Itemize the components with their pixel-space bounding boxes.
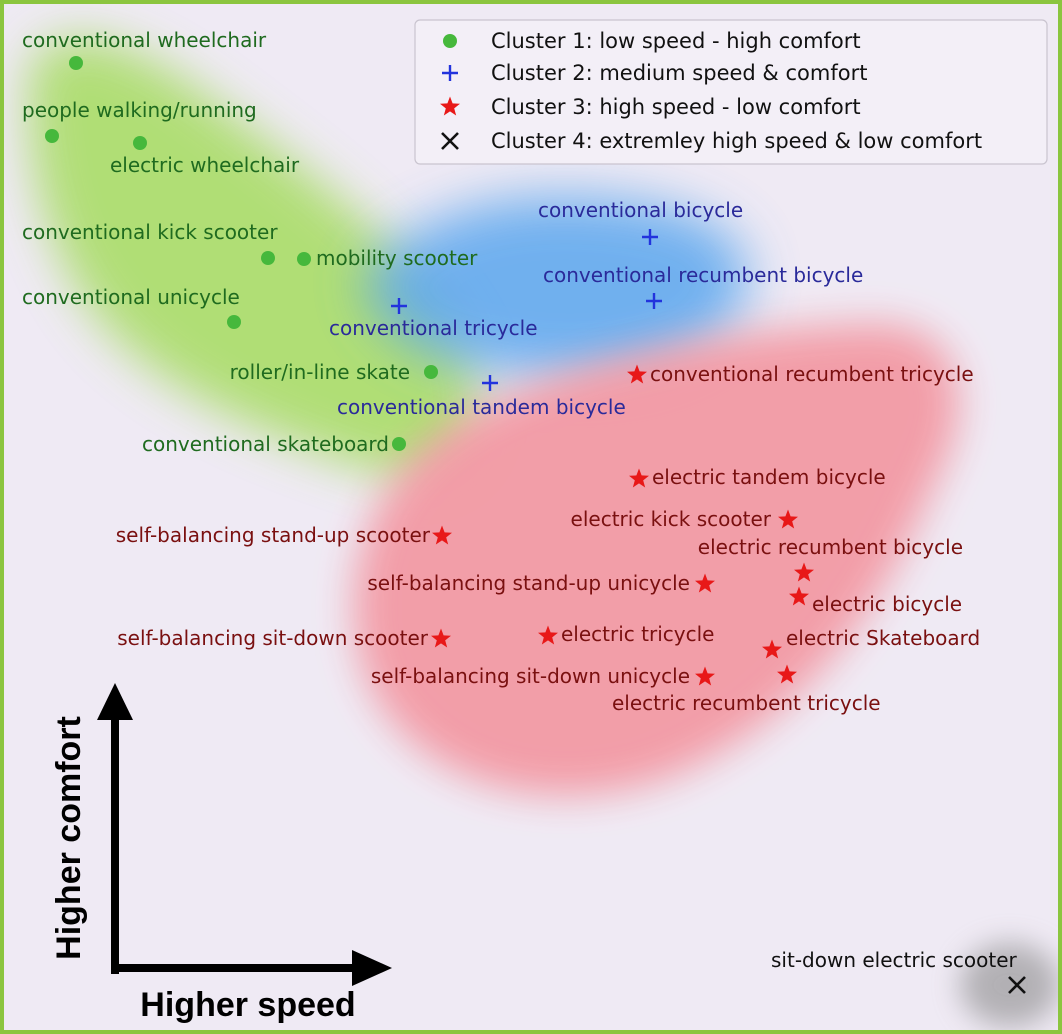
- point-conventional-tandem-bicycle: [482, 375, 498, 391]
- label-self-balancing-sit-down-unicycle: self-balancing sit-down unicycle: [371, 664, 690, 688]
- x-axis-title: Higher speed: [140, 986, 355, 1024]
- point-conventional-tricycle: [391, 298, 407, 314]
- series-cluster-1: [45, 56, 438, 451]
- point-electric-recumbent-bicycle: [794, 562, 814, 582]
- label-electric-bicycle: electric bicycle: [812, 592, 962, 616]
- label-sit-down-electric-scooter: sit-down electric scooter: [771, 948, 1018, 972]
- label-people-walking-running: people walking/running: [22, 98, 257, 122]
- label-electric-skateboard: electric Skateboard: [786, 626, 980, 650]
- label-electric-recumbent-tricycle: electric recumbent tricycle: [612, 691, 881, 715]
- legend-marker-cluster-4: [441, 132, 459, 150]
- point-electric-kick-scooter: [778, 509, 798, 529]
- legend-marker-cluster-3: [440, 96, 460, 116]
- point-mobility-scooter: [297, 252, 311, 266]
- data-points: [45, 56, 1026, 994]
- series-cluster-3: [431, 364, 814, 686]
- label-conventional-recumbent-bicycle: conventional recumbent bicycle: [543, 263, 863, 287]
- label-self-balancing-sit-down-scooter: self-balancing sit-down scooter: [117, 626, 429, 650]
- point-conventional-kick-scooter: [261, 251, 275, 265]
- label-conventional-skateboard: conventional skateboard: [142, 432, 389, 456]
- point-self-balancing-stand-up-scooter: [432, 525, 452, 545]
- point-sit-down-electric-scooter: [1008, 976, 1026, 994]
- point-roller-in-line-skate: [424, 365, 438, 379]
- label-conventional-wheelchair: conventional wheelchair: [22, 28, 267, 52]
- point-conventional-unicycle: [227, 315, 241, 329]
- legend-marker-cluster-1: [443, 34, 457, 48]
- point-self-balancing-stand-up-unicycle: [695, 573, 715, 593]
- point-electric-bicycle: [789, 586, 809, 606]
- label-conventional-unicycle: conventional unicycle: [22, 285, 240, 309]
- axis-arrows: Higher speed Higher comfort: [50, 683, 392, 1024]
- label-electric-tandem-bicycle: electric tandem bicycle: [652, 465, 886, 489]
- point-conventional-recumbent-bicycle: [646, 293, 662, 309]
- legend-label-cluster-4: Cluster 4: extremley high speed & low co…: [491, 129, 982, 153]
- point-self-balancing-sit-down-scooter: [431, 628, 451, 648]
- point-electric-tricycle: [538, 625, 558, 645]
- point-people-walking-running: [45, 129, 59, 143]
- label-electric-recumbent-bicycle: electric recumbent bicycle: [698, 535, 963, 559]
- cluster-4-region: [960, 943, 1058, 1027]
- point-conventional-wheelchair: [69, 56, 83, 70]
- point-conventional-skateboard: [392, 437, 406, 451]
- legend-label-cluster-3: Cluster 3: high speed - low comfort: [491, 95, 861, 119]
- legend-box: [414, 19, 1048, 165]
- legend-marker-cluster-2: [442, 65, 458, 81]
- label-conventional-tandem-bicycle: conventional tandem bicycle: [337, 395, 626, 419]
- point-electric-wheelchair: [133, 136, 147, 150]
- label-conventional-recumbent-tricycle: conventional recumbent tricycle: [650, 362, 974, 386]
- x-axis-arrowhead: [352, 950, 392, 986]
- label-conventional-kick-scooter: conventional kick scooter: [22, 220, 278, 244]
- point-conventional-bicycle: [642, 229, 658, 245]
- point-conventional-recumbent-tricycle: [627, 364, 647, 384]
- label-self-balancing-stand-up-scooter: self-balancing stand-up scooter: [116, 523, 431, 547]
- label-conventional-bicycle: conventional bicycle: [538, 198, 743, 222]
- point-self-balancing-sit-down-unicycle: [695, 666, 715, 686]
- point-electric-recumbent-tricycle: [777, 664, 797, 684]
- y-axis-arrowhead: [97, 683, 133, 720]
- point-labels: conventional wheelchair people walking/ru…: [22, 28, 1018, 972]
- point-electric-tandem-bicycle: [629, 468, 649, 488]
- label-self-balancing-stand-up-unicycle: self-balancing stand-up unicycle: [367, 571, 690, 595]
- point-electric-skateboard: [762, 639, 782, 659]
- label-electric-tricycle: electric tricycle: [561, 622, 714, 646]
- label-conventional-tricycle: conventional tricycle: [329, 316, 538, 340]
- label-electric-kick-scooter: electric kick scooter: [571, 507, 772, 531]
- legend-label-cluster-2: Cluster 2: medium speed & comfort: [491, 61, 867, 85]
- legend: Cluster 1: low speed - high comfort Clust…: [414, 19, 1048, 165]
- legend-label-cluster-1: Cluster 1: low speed - high comfort: [491, 29, 861, 53]
- series-cluster-4: [1008, 976, 1026, 994]
- y-axis-title: Higher comfort: [50, 716, 88, 960]
- label-mobility-scooter: mobility scooter: [316, 246, 478, 270]
- cluster-2-region: [364, 196, 748, 377]
- label-electric-wheelchair: electric wheelchair: [110, 153, 300, 177]
- series-cluster-2: [391, 229, 662, 391]
- label-roller-in-line-skate: roller/in-line skate: [230, 360, 410, 384]
- cluster-scatter-chart: Higher speed Higher comfort Cluster 1: lo…: [22, 19, 1058, 1027]
- cluster-3-region: [354, 323, 959, 796]
